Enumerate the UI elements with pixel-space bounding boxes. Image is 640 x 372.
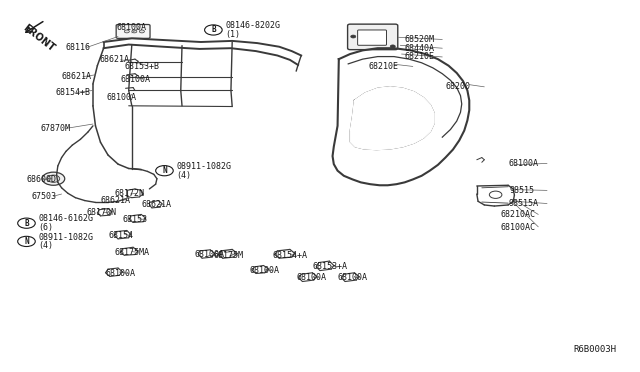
FancyBboxPatch shape [348,24,398,49]
Text: 68100A: 68100A [296,273,326,282]
Polygon shape [350,87,434,150]
Text: 68100A: 68100A [106,269,136,278]
Text: 68153: 68153 [122,215,147,224]
Text: 08146-6162G: 08146-6162G [38,214,93,223]
Text: N: N [24,237,29,246]
Text: 68116: 68116 [66,43,91,52]
Text: 68154+A: 68154+A [273,251,308,260]
Text: 68154: 68154 [108,231,133,240]
Text: 68100AC: 68100AC [500,224,536,232]
Text: 68621A: 68621A [61,72,92,81]
Text: 68100A: 68100A [250,266,280,275]
Text: 68520M: 68520M [404,35,435,44]
Text: (1): (1) [225,30,240,39]
Text: 68170N: 68170N [86,208,116,218]
Text: 98515A: 98515A [508,199,538,208]
Circle shape [351,35,356,38]
Text: 08911-1082G: 08911-1082G [177,162,232,171]
Text: 68100A: 68100A [195,250,225,259]
Circle shape [140,30,145,33]
Circle shape [47,175,60,182]
Text: 68600D: 68600D [26,175,56,184]
Text: N: N [162,166,167,175]
Text: 68175M: 68175M [213,251,243,260]
Text: 67870M: 67870M [41,124,71,133]
Text: B: B [211,25,216,35]
Text: 68621A: 68621A [141,201,172,209]
Text: 68200: 68200 [445,82,470,92]
Text: 68100A: 68100A [337,273,367,282]
Circle shape [390,45,396,48]
Text: 68100A: 68100A [120,75,150,84]
Text: (6): (6) [38,223,53,232]
Text: 68153+B: 68153+B [124,62,159,71]
Text: 68172N: 68172N [115,189,144,198]
Text: 68175MA: 68175MA [115,248,149,257]
Text: 68621A: 68621A [99,55,129,64]
FancyBboxPatch shape [358,30,387,45]
Text: 08911-1082G: 08911-1082G [38,232,93,241]
Text: R6B0003H: R6B0003H [573,345,616,354]
FancyBboxPatch shape [116,25,150,38]
Circle shape [124,30,129,33]
Circle shape [42,172,65,185]
Text: 68440A: 68440A [404,44,435,53]
Text: 68210E: 68210E [369,62,399,71]
Circle shape [132,30,137,33]
Text: 68100A: 68100A [116,23,146,32]
Text: 68621A: 68621A [100,196,131,205]
Text: 68153+A: 68153+A [312,262,348,272]
Text: 68210AC: 68210AC [500,210,536,219]
Text: (4): (4) [38,241,53,250]
Text: 68100A: 68100A [107,93,137,102]
Text: 08146-8202G: 08146-8202G [225,21,280,30]
Text: 68210E: 68210E [404,52,435,61]
Text: 67503: 67503 [31,192,56,201]
Text: B: B [24,219,29,228]
Circle shape [490,191,502,198]
Text: 98515: 98515 [509,186,534,195]
Text: 68100A: 68100A [508,159,538,168]
Text: 68154+B: 68154+B [55,88,90,97]
Text: FRONT: FRONT [21,23,57,54]
Text: (4): (4) [177,171,191,180]
